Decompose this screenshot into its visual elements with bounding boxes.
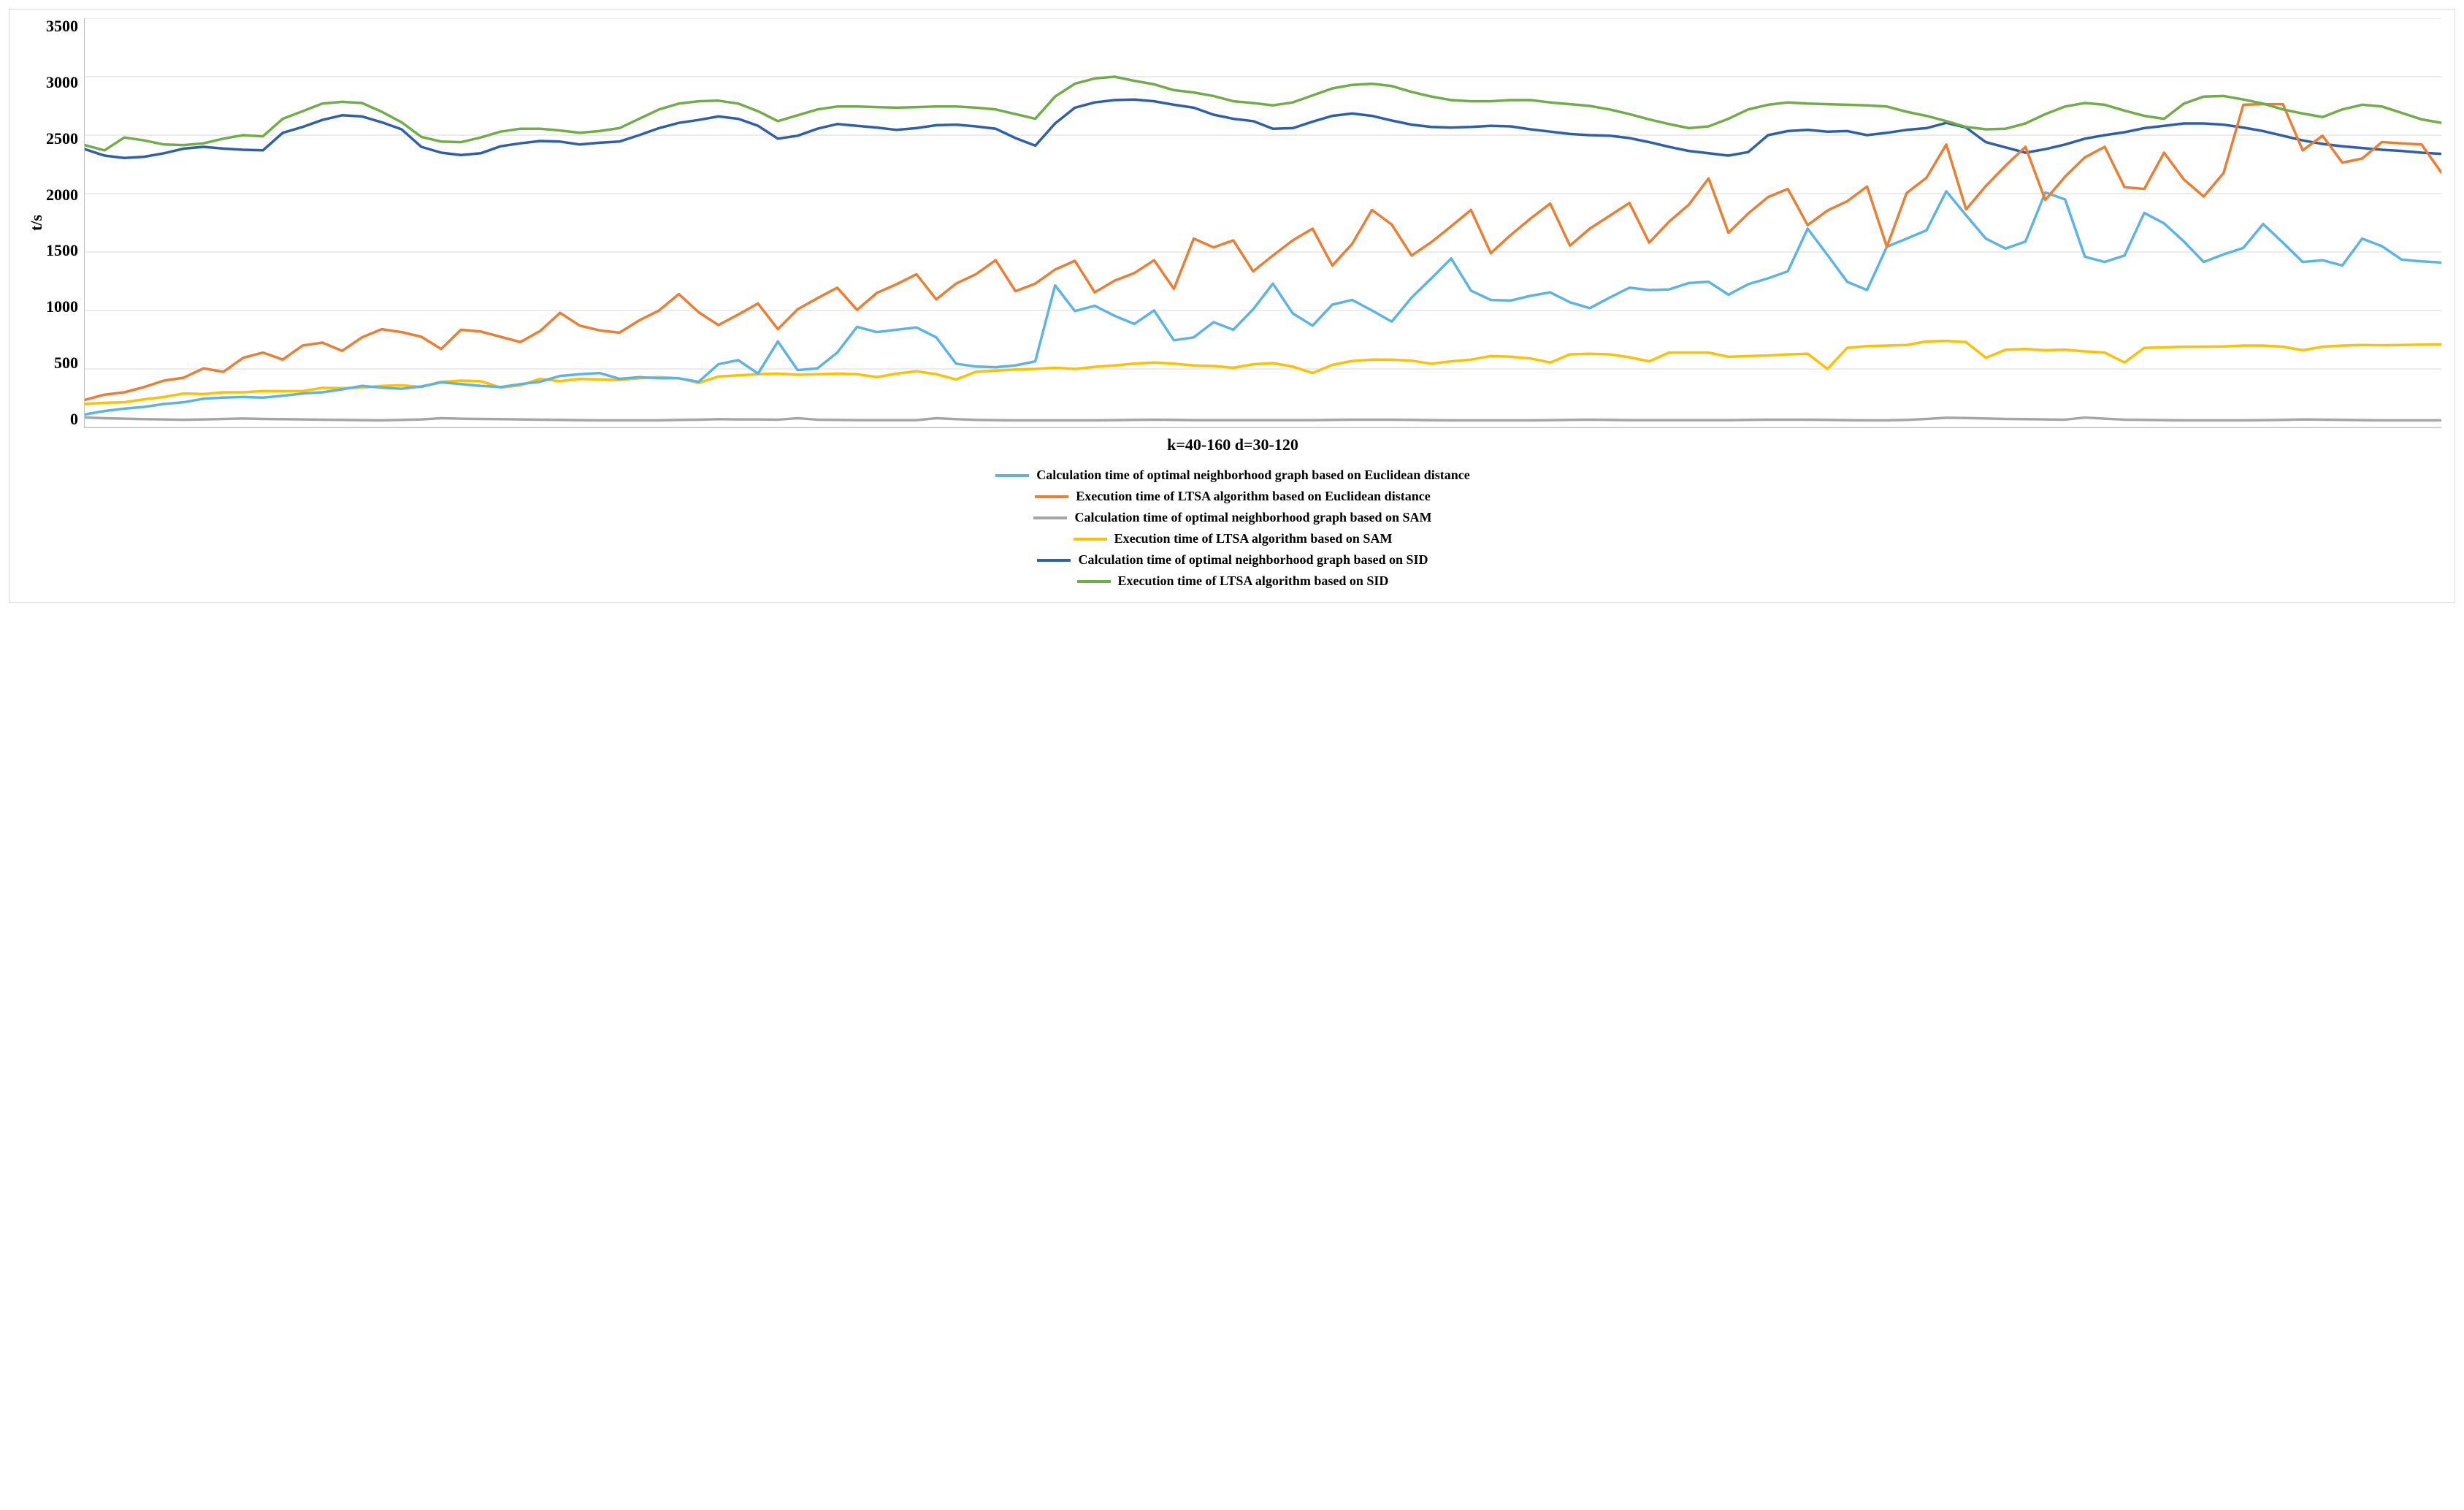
legend-swatch bbox=[1037, 559, 1071, 562]
legend-item-exec-sid: Execution time of LTSA algorithm based o… bbox=[1077, 573, 1389, 589]
y-tick: 3000 bbox=[46, 75, 78, 91]
gridlines bbox=[85, 18, 2441, 427]
legend: Calculation time of optimal neighborhood… bbox=[24, 468, 2441, 589]
series-calc-euclidean bbox=[85, 191, 2441, 415]
plot-area bbox=[84, 18, 2441, 428]
legend-label: Calculation time of optimal neighborhood… bbox=[1036, 468, 1470, 483]
y-tick: 1000 bbox=[46, 299, 78, 315]
legend-label: Calculation time of optimal neighborhood… bbox=[1078, 552, 1428, 568]
legend-label: Calculation time of optimal neighborhood… bbox=[1074, 510, 1431, 525]
plot-svg bbox=[85, 18, 2441, 427]
legend-label: Execution time of LTSA algorithm based o… bbox=[1076, 489, 1430, 504]
y-tick: 1500 bbox=[46, 243, 78, 259]
legend-swatch bbox=[1077, 580, 1111, 583]
y-tick: 500 bbox=[54, 355, 78, 371]
chart-frame: t/s 3500 3000 2500 2000 1500 1000 500 0 k=40-16… bbox=[9, 9, 2455, 603]
y-tick: 3500 bbox=[46, 18, 78, 34]
y-axis-title: t/s bbox=[24, 18, 46, 427]
y-tick: 0 bbox=[70, 411, 78, 427]
y-tick-column: 3500 3000 2500 2000 1500 1000 500 0 bbox=[46, 18, 84, 427]
x-axis-title: k=40-160 d=30-120 bbox=[24, 435, 2441, 454]
y-tick: 2500 bbox=[46, 131, 78, 147]
legend-swatch bbox=[995, 474, 1029, 477]
legend-swatch bbox=[1035, 495, 1068, 498]
legend-item-exec-euclidean: Execution time of LTSA algorithm based o… bbox=[1035, 489, 1430, 504]
legend-label: Execution time of LTSA algorithm based o… bbox=[1118, 573, 1389, 589]
legend-item-calc-sam: Calculation time of optimal neighborhood… bbox=[1033, 510, 1431, 525]
legend-swatch bbox=[1074, 538, 1107, 541]
legend-item-calc-euclidean: Calculation time of optimal neighborhood… bbox=[995, 468, 1470, 483]
legend-swatch bbox=[1033, 516, 1067, 519]
series-calc-sam bbox=[85, 417, 2441, 420]
legend-item-exec-sam: Execution time of LTSA algorithm based o… bbox=[1074, 531, 1393, 546]
series-calc-sid bbox=[85, 99, 2441, 158]
series-exec-sam bbox=[85, 341, 2441, 404]
legend-label: Execution time of LTSA algorithm based o… bbox=[1114, 531, 1393, 546]
y-tick: 2000 bbox=[46, 187, 78, 203]
plot-wrap: t/s 3500 3000 2500 2000 1500 1000 500 0 bbox=[24, 18, 2441, 428]
legend-item-calc-sid: Calculation time of optimal neighborhood… bbox=[1037, 552, 1428, 568]
